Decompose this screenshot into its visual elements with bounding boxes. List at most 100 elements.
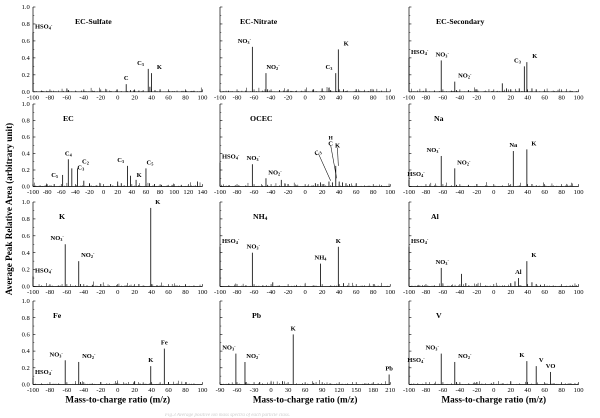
- svg-text:K: K: [137, 172, 142, 179]
- svg-text:0.6: 0.6: [22, 38, 31, 45]
- svg-text:-80: -80: [421, 189, 430, 196]
- svg-text:-80: -80: [232, 289, 241, 296]
- svg-text:0: 0: [269, 387, 273, 394]
- svg-text:40: 40: [524, 387, 531, 394]
- svg-text:V: V: [435, 311, 441, 320]
- svg-text:0.4: 0.4: [22, 55, 31, 62]
- svg-text:VO: VO: [545, 363, 555, 370]
- svg-text:-100: -100: [213, 189, 226, 196]
- svg-text:NO2-: NO2-: [81, 251, 95, 259]
- svg-text:EC: EC: [63, 114, 74, 123]
- svg-text:100: 100: [573, 94, 584, 101]
- svg-text:-20: -20: [97, 94, 106, 101]
- svg-text:40: 40: [524, 189, 531, 196]
- svg-text:0.8: 0.8: [22, 118, 31, 125]
- svg-text:100: 100: [198, 387, 209, 394]
- svg-text:-80: -80: [421, 94, 430, 101]
- svg-text:NO3-: NO3-: [435, 258, 449, 266]
- svg-text:NO3-: NO3-: [425, 344, 439, 352]
- svg-text:K: K: [343, 40, 348, 47]
- svg-text:C3: C3: [514, 57, 521, 64]
- svg-text:Al: Al: [430, 212, 439, 221]
- svg-text:0.2: 0.2: [22, 167, 30, 174]
- svg-text:NO2-: NO2-: [457, 159, 471, 167]
- svg-text:NO3-: NO3-: [50, 350, 64, 358]
- svg-text:-60: -60: [438, 387, 447, 394]
- svg-text:60: 60: [541, 189, 548, 196]
- svg-text:K: K: [156, 199, 161, 206]
- svg-text:100: 100: [573, 387, 584, 394]
- svg-text:20: 20: [132, 289, 139, 296]
- svg-text:HSO4-: HSO4-: [222, 237, 240, 245]
- svg-text:0: 0: [303, 289, 307, 296]
- svg-text:EC-Sulfate: EC-Sulfate: [75, 17, 112, 26]
- svg-text:20: 20: [115, 189, 122, 196]
- svg-text:40: 40: [129, 189, 136, 196]
- svg-text:120: 120: [334, 387, 345, 394]
- svg-text:30: 30: [284, 387, 291, 394]
- svg-text:K: K: [531, 252, 536, 259]
- svg-text:20: 20: [507, 387, 514, 394]
- svg-text:0: 0: [492, 289, 496, 296]
- svg-text:C3: C3: [313, 148, 322, 157]
- svg-text:-40: -40: [80, 387, 89, 394]
- svg-text:HSO4-: HSO4-: [407, 356, 425, 364]
- svg-text:100: 100: [198, 289, 209, 296]
- svg-text:-40: -40: [80, 94, 89, 101]
- svg-text:K: K: [290, 325, 295, 332]
- svg-text:-60: -60: [63, 387, 72, 394]
- svg-text:20: 20: [132, 387, 139, 394]
- svg-text:0.4: 0.4: [22, 151, 31, 158]
- svg-text:NO3-: NO3-: [246, 243, 260, 251]
- svg-text:20: 20: [318, 289, 325, 296]
- svg-text:C5: C5: [52, 172, 59, 179]
- svg-text:0.2: 0.2: [22, 365, 30, 372]
- svg-text:C2: C2: [82, 158, 89, 165]
- svg-text:-40: -40: [455, 387, 464, 394]
- svg-text:120: 120: [184, 189, 195, 196]
- svg-text:0.8: 0.8: [22, 315, 31, 322]
- svg-text:-100: -100: [27, 189, 40, 196]
- svg-text:100: 100: [573, 189, 584, 196]
- svg-text:-100: -100: [213, 289, 226, 296]
- svg-text:-100: -100: [27, 94, 40, 101]
- svg-text:-80: -80: [46, 387, 55, 394]
- svg-text:HSO4-: HSO4-: [407, 170, 425, 178]
- svg-text:0: 0: [116, 289, 120, 296]
- svg-text:60: 60: [166, 387, 173, 394]
- svg-text:140: 140: [198, 189, 209, 196]
- svg-text:-80: -80: [421, 387, 430, 394]
- svg-text:K: K: [59, 212, 65, 221]
- svg-text:-80: -80: [46, 289, 55, 296]
- svg-text:0.2: 0.2: [22, 72, 30, 79]
- svg-text:60: 60: [352, 189, 359, 196]
- svg-text:100: 100: [385, 189, 396, 196]
- svg-text:80: 80: [369, 289, 376, 296]
- svg-text:0.6: 0.6: [22, 332, 31, 339]
- svg-text:-60: -60: [438, 94, 447, 101]
- svg-text:-60: -60: [249, 289, 258, 296]
- svg-text:40: 40: [149, 289, 156, 296]
- svg-text:80: 80: [558, 289, 565, 296]
- svg-text:K: K: [531, 140, 536, 147]
- svg-text:0: 0: [492, 94, 496, 101]
- svg-text:-20: -20: [283, 94, 292, 101]
- svg-text:-40: -40: [455, 94, 464, 101]
- svg-text:0.6: 0.6: [22, 233, 31, 240]
- svg-text:-100: -100: [27, 289, 40, 296]
- svg-text:180: 180: [368, 387, 379, 394]
- svg-text:HSO4-: HSO4-: [410, 48, 428, 56]
- svg-text:NH4: NH4: [253, 212, 268, 222]
- svg-text:C3: C3: [325, 64, 332, 71]
- svg-text:1.0: 1.0: [22, 101, 31, 108]
- svg-text:-60: -60: [249, 94, 258, 101]
- svg-text:40: 40: [149, 94, 156, 101]
- svg-text:100: 100: [385, 94, 396, 101]
- svg-text:80: 80: [558, 387, 565, 394]
- svg-text:Pb: Pb: [385, 365, 393, 372]
- svg-text:40: 40: [335, 189, 342, 196]
- svg-text:C3: C3: [78, 164, 85, 171]
- svg-text:-20: -20: [472, 189, 481, 196]
- svg-text:-100: -100: [402, 387, 415, 394]
- svg-text:20: 20: [507, 94, 514, 101]
